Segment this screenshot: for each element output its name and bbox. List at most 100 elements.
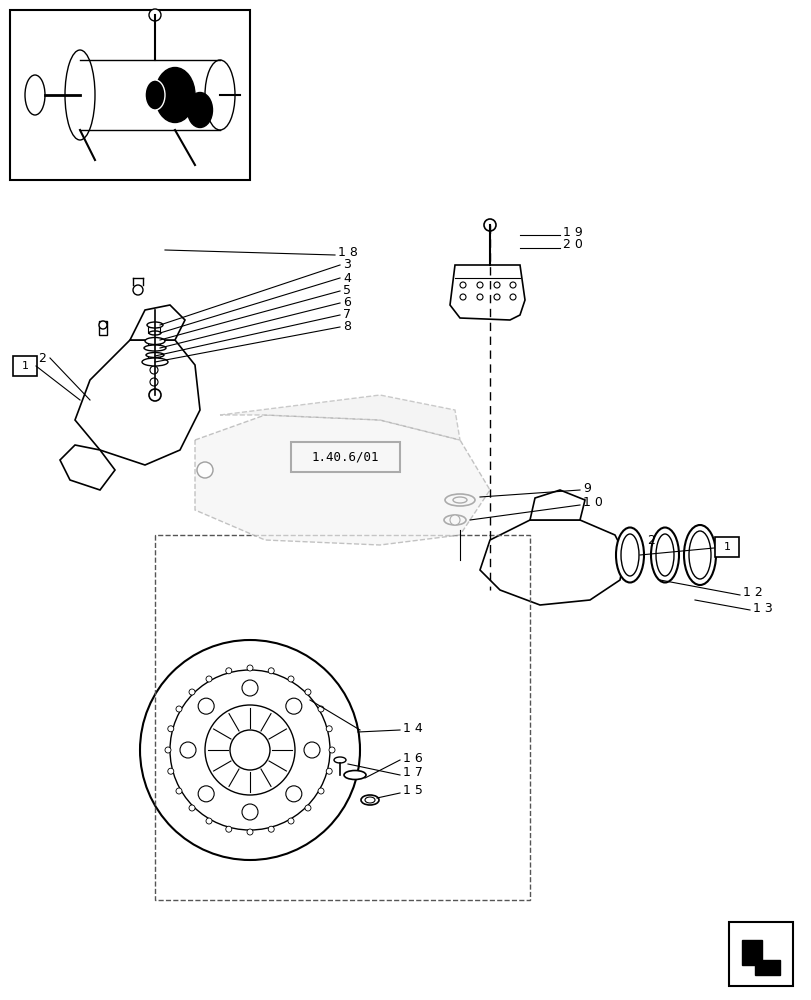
Text: 5: 5 — [342, 284, 350, 298]
Ellipse shape — [204, 60, 234, 130]
Ellipse shape — [683, 525, 715, 585]
Ellipse shape — [365, 797, 375, 803]
Circle shape — [318, 788, 324, 794]
Circle shape — [268, 826, 274, 832]
Circle shape — [165, 747, 171, 753]
Circle shape — [197, 462, 212, 478]
Ellipse shape — [655, 534, 673, 576]
Circle shape — [169, 670, 329, 830]
Ellipse shape — [146, 353, 164, 358]
Polygon shape — [479, 520, 624, 605]
Circle shape — [483, 219, 496, 231]
FancyBboxPatch shape — [290, 442, 400, 472]
Ellipse shape — [145, 80, 165, 110]
Circle shape — [460, 294, 466, 300]
Ellipse shape — [333, 757, 345, 763]
Circle shape — [305, 805, 311, 811]
Ellipse shape — [453, 497, 466, 503]
Ellipse shape — [148, 331, 161, 335]
Circle shape — [285, 698, 302, 714]
Text: 1: 1 — [723, 542, 730, 552]
Text: 1 8: 1 8 — [337, 245, 358, 258]
Ellipse shape — [616, 528, 643, 582]
Circle shape — [198, 698, 214, 714]
Circle shape — [133, 285, 143, 295]
Text: 1 9: 1 9 — [562, 226, 582, 239]
Ellipse shape — [650, 528, 678, 582]
Ellipse shape — [620, 534, 638, 576]
Polygon shape — [195, 415, 489, 545]
Circle shape — [247, 665, 253, 671]
Circle shape — [180, 742, 195, 758]
Text: 1 7: 1 7 — [402, 766, 423, 780]
Ellipse shape — [145, 338, 165, 344]
Ellipse shape — [187, 93, 212, 128]
Text: 1 0: 1 0 — [582, 496, 602, 510]
Ellipse shape — [444, 515, 466, 525]
Circle shape — [206, 676, 212, 682]
Circle shape — [225, 668, 231, 674]
Text: 1: 1 — [21, 361, 28, 371]
Ellipse shape — [344, 770, 366, 780]
FancyBboxPatch shape — [728, 922, 792, 986]
Ellipse shape — [148, 9, 161, 21]
Bar — [10, 10, 250, 180]
Text: 1 6: 1 6 — [402, 752, 423, 764]
Text: 1 5: 1 5 — [402, 784, 423, 797]
Polygon shape — [60, 445, 115, 490]
Circle shape — [150, 390, 158, 398]
Polygon shape — [130, 305, 185, 340]
Text: 7: 7 — [342, 308, 350, 322]
Text: 2: 2 — [38, 352, 45, 364]
Text: 1 4: 1 4 — [402, 721, 423, 734]
Circle shape — [326, 726, 332, 732]
Circle shape — [242, 804, 258, 820]
Text: 1.40.6/01: 1.40.6/01 — [311, 450, 378, 464]
Circle shape — [150, 378, 158, 386]
Circle shape — [168, 768, 174, 774]
Circle shape — [189, 805, 195, 811]
Circle shape — [176, 788, 182, 794]
Ellipse shape — [144, 345, 165, 351]
FancyBboxPatch shape — [13, 356, 37, 376]
Ellipse shape — [444, 494, 474, 506]
Circle shape — [198, 786, 214, 802]
Circle shape — [176, 706, 182, 712]
FancyBboxPatch shape — [148, 342, 160, 348]
Circle shape — [285, 786, 302, 802]
Polygon shape — [530, 490, 584, 520]
Text: 2: 2 — [646, 534, 654, 546]
Polygon shape — [449, 265, 525, 320]
Text: 6: 6 — [342, 296, 350, 310]
Circle shape — [509, 294, 515, 300]
Circle shape — [509, 282, 515, 288]
Circle shape — [288, 676, 294, 682]
Circle shape — [168, 726, 174, 732]
Circle shape — [328, 747, 335, 753]
Circle shape — [230, 730, 270, 770]
Text: 3: 3 — [342, 258, 350, 271]
Circle shape — [460, 282, 466, 288]
Circle shape — [139, 640, 359, 860]
Text: 1 2: 1 2 — [742, 586, 762, 599]
Circle shape — [204, 705, 294, 795]
Polygon shape — [75, 340, 200, 465]
Text: 1 3: 1 3 — [752, 601, 772, 614]
Circle shape — [189, 689, 195, 695]
Circle shape — [305, 689, 311, 695]
FancyBboxPatch shape — [99, 321, 107, 335]
Ellipse shape — [155, 68, 195, 123]
Circle shape — [449, 515, 460, 525]
Circle shape — [318, 706, 324, 712]
Ellipse shape — [147, 322, 163, 328]
Circle shape — [150, 366, 158, 374]
Ellipse shape — [689, 531, 710, 579]
Circle shape — [476, 282, 483, 288]
Circle shape — [303, 742, 320, 758]
Ellipse shape — [148, 389, 161, 401]
Circle shape — [493, 294, 500, 300]
Circle shape — [476, 294, 483, 300]
Ellipse shape — [361, 795, 379, 805]
Circle shape — [206, 818, 212, 824]
Ellipse shape — [25, 75, 45, 115]
